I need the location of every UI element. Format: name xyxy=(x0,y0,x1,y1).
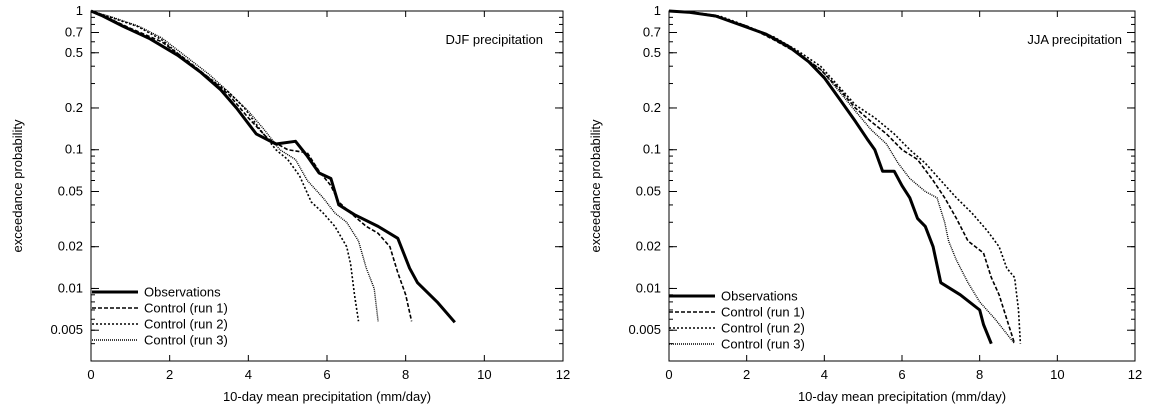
series-line-3 xyxy=(90,10,360,322)
y-tick-label: 0.005 xyxy=(50,322,83,337)
series-line-2 xyxy=(90,10,413,322)
legend-label-4: Control (run 3) xyxy=(144,333,228,348)
chart-title: DJF precipitation xyxy=(445,32,543,47)
y-tick-label: 0.02 xyxy=(58,239,83,254)
series-line-2 xyxy=(668,10,1016,344)
y-tick-label: 0.02 xyxy=(636,239,661,254)
y-tick-label: 0.5 xyxy=(643,45,661,60)
y-tick-label: 0.7 xyxy=(65,24,83,39)
legend-label-3: Control (run 2) xyxy=(721,321,805,336)
x-tick-label: 12 xyxy=(1128,367,1142,382)
chart-panel-2: 0 2 4 6 8 10 12 1 0.7 0.5 0.2 0.1 0.05 0.02 0.01 0.005 1… xyxy=(588,3,1142,404)
x-tick-label: 0 xyxy=(665,367,672,382)
x-axis-label: 10-day mean precipitation (mm/day) xyxy=(798,389,1006,404)
y-tick-label: 0.01 xyxy=(636,280,661,295)
x-tick-label: 6 xyxy=(323,367,330,382)
legend-label-2: Control (run 1) xyxy=(144,301,228,316)
x-tick-label: 10 xyxy=(1050,367,1064,382)
chart-panel-1: 0 2 4 6 8 10 12 1 0.7 0.5 0.2 0.1 0.05 0.02 0.01 0.005 1… xyxy=(10,3,570,404)
x-tick-label: 4 xyxy=(245,367,252,382)
y-tick-label: 1 xyxy=(76,3,83,18)
x-tick-label: 8 xyxy=(402,367,409,382)
x-tick-label: 2 xyxy=(743,367,750,382)
y-tick-label: 0.2 xyxy=(65,100,83,115)
y-tick-label: 0.1 xyxy=(65,142,83,157)
series-line-1 xyxy=(668,9,993,345)
x-tick-label: 12 xyxy=(556,367,570,382)
x-tick-label: 2 xyxy=(166,367,173,382)
y-tick-label: 0.05 xyxy=(636,183,661,198)
x-tick-label: 4 xyxy=(821,367,828,382)
series-line-1 xyxy=(90,9,456,324)
y-tick-label: 0.5 xyxy=(65,45,83,60)
x-tick-label: 0 xyxy=(87,367,94,382)
y-tick-label: 0.2 xyxy=(643,100,661,115)
y-tick-label: 1 xyxy=(654,3,661,18)
y-axis-label: exceedance probability xyxy=(588,119,603,252)
y-tick-label: 0.005 xyxy=(628,322,661,337)
x-axis-label: 10-day mean precipitation (mm/day) xyxy=(223,389,431,404)
chart-title: JJA precipitation xyxy=(1027,32,1122,47)
x-tick-label: 8 xyxy=(976,367,983,382)
x-tick-label: 6 xyxy=(898,367,905,382)
y-tick-label: 0.05 xyxy=(58,183,83,198)
legend-label-1: Observations xyxy=(144,285,221,300)
legend-label-2: Control (run 1) xyxy=(721,305,805,320)
x-tick-label: 10 xyxy=(477,367,491,382)
y-axis-label: exceedance probability xyxy=(10,119,25,252)
series-line-4 xyxy=(90,10,379,322)
y-tick-label: 0.7 xyxy=(643,24,661,39)
legend-label-3: Control (run 2) xyxy=(144,317,228,332)
y-tick-label: 0.01 xyxy=(58,280,83,295)
legend-label-4: Control (run 3) xyxy=(721,337,805,352)
series-line-4 xyxy=(668,10,1016,345)
legend-label-1: Observations xyxy=(721,289,798,304)
y-tick-label: 0.1 xyxy=(643,142,661,157)
